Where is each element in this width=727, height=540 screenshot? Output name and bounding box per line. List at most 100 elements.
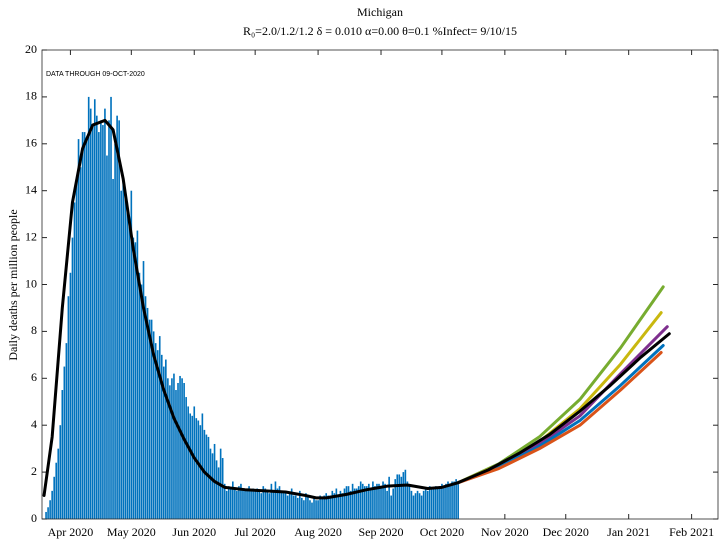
bar: [65, 343, 68, 519]
bar: [254, 490, 256, 519]
bar: [333, 493, 336, 519]
y-tick-label: 12: [25, 229, 37, 243]
bar: [349, 490, 352, 519]
bar: [167, 378, 169, 519]
bar: [455, 479, 457, 519]
bar: [177, 382, 179, 519]
bar: [418, 493, 421, 519]
bar: [400, 476, 403, 519]
bar: [79, 167, 82, 519]
bar: [134, 242, 137, 520]
bar: [327, 495, 330, 519]
bar: [384, 483, 386, 519]
bar: [361, 483, 364, 519]
bar: [69, 272, 72, 519]
bar: [162, 366, 165, 519]
bar: [278, 486, 281, 519]
bar: [205, 434, 208, 519]
bar: [268, 493, 271, 519]
bar: [171, 378, 173, 519]
chart-subtitle: R₀=2.0/1.2/1.2 δ = 0.010 α=0.00 θ=0.1 %I…: [243, 24, 517, 38]
bar: [428, 486, 431, 519]
bar: [193, 406, 196, 519]
bar: [221, 458, 224, 519]
bar: [51, 490, 53, 519]
bar: [432, 488, 435, 519]
line: [456, 325, 669, 485]
bar: [242, 488, 244, 519]
bar: [209, 448, 212, 519]
bar: [351, 483, 354, 519]
y-tick-label: 4: [31, 417, 37, 431]
bar: [63, 366, 66, 519]
line: [42, 118, 671, 500]
bar: [146, 307, 149, 519]
bar: [412, 495, 415, 519]
bar: [57, 448, 60, 519]
bar: [104, 108, 106, 519]
y-tick-label: 10: [25, 276, 37, 290]
y-axis-label: Daily deaths per million people: [6, 209, 20, 360]
bar: [374, 486, 376, 519]
y-tick-label: 2: [31, 464, 37, 478]
bar: [47, 507, 49, 519]
bar: [75, 178, 78, 519]
bar: [435, 486, 437, 519]
bar: [296, 497, 299, 519]
bar: [378, 483, 380, 519]
bar: [165, 359, 167, 519]
bar: [376, 483, 378, 519]
bar: [359, 481, 362, 519]
bar: [246, 488, 248, 519]
bar: [420, 495, 423, 519]
bar: [120, 190, 122, 519]
bar: [260, 493, 263, 519]
bar: [321, 497, 323, 519]
bar: [445, 483, 447, 519]
bar: [272, 490, 275, 519]
bar: [402, 472, 405, 519]
bar: [45, 511, 47, 519]
bar: [124, 190, 127, 519]
bar: [457, 481, 459, 519]
bar: [142, 261, 145, 519]
bar: [144, 296, 147, 519]
bar: [341, 493, 344, 519]
annotation: DATA THROUGH 09-OCT-2020: [46, 71, 145, 78]
bar: [392, 488, 395, 519]
bar: [199, 425, 202, 519]
bar: [398, 474, 401, 519]
bar: [217, 467, 220, 519]
bar: [93, 99, 96, 520]
plot-frame: [41, 49, 719, 520]
bar: [77, 139, 80, 520]
bar: [223, 483, 226, 519]
bar: [215, 460, 218, 519]
bar: [207, 436, 210, 519]
x-tick-label: Jan 2021: [607, 525, 650, 539]
bar: [282, 493, 285, 519]
bar: [335, 488, 338, 519]
bar: [410, 490, 413, 519]
y-tick-label: 14: [25, 182, 37, 196]
y-tick-label: 16: [25, 136, 37, 150]
bar: [345, 486, 348, 519]
bar: [232, 481, 234, 519]
bar: [280, 490, 283, 519]
bar: [264, 488, 267, 519]
bar: [305, 493, 307, 519]
bar: [108, 120, 110, 519]
bar: [203, 429, 206, 519]
bar: [386, 490, 388, 519]
bar: [290, 488, 293, 519]
bar: [355, 488, 358, 519]
bar: [426, 490, 429, 519]
bar: [424, 488, 427, 519]
bar: [372, 481, 374, 519]
bar: [197, 420, 200, 519]
bar: [388, 476, 390, 519]
bar: [229, 488, 232, 519]
line: [456, 311, 663, 485]
bar: [240, 483, 242, 519]
